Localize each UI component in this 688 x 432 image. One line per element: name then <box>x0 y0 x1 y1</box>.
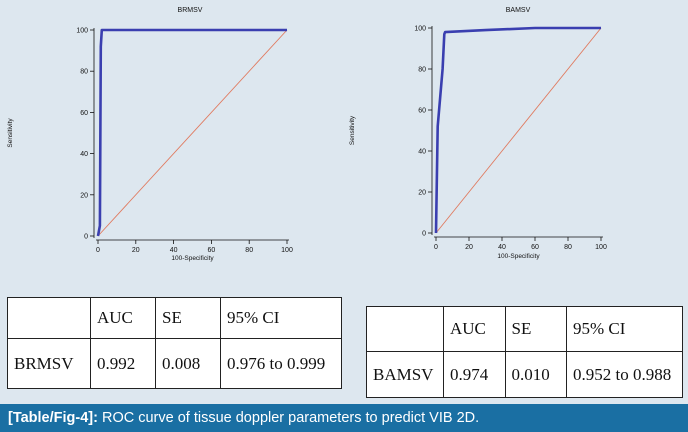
x-tick-label: 80 <box>564 244 572 251</box>
table-cell: BAMSV <box>366 351 444 398</box>
x-tick-label: 20 <box>465 244 473 251</box>
table-row: BRMSV 0.992 0.008 0.976 to 0.999 <box>7 338 342 389</box>
x-tick-label: 100 <box>281 247 293 254</box>
table-header-cell: SE <box>504 306 567 352</box>
chart-title: BRMSV <box>178 7 203 14</box>
reference-diagonal-line <box>97 29 288 237</box>
table-header-cell <box>7 297 91 339</box>
x-tick-label: 0 <box>434 244 438 251</box>
y-axis-label: Sensitivity <box>349 115 356 145</box>
table-header-row: AUC SE 95% CI <box>7 297 342 339</box>
x-axis-label: 100-Specificity <box>171 255 214 262</box>
table-cell: 0.010 <box>504 351 567 398</box>
y-tick-label: 80 <box>418 67 426 74</box>
auc-table-brmsv: AUC SE 95% CI BRMSV 0.992 0.008 0.976 to… <box>7 297 342 389</box>
y-tick-label: 40 <box>80 151 88 158</box>
x-tick-label: 100 <box>595 244 607 251</box>
y-tick-label: 60 <box>418 108 426 115</box>
roc-chart-bamsv: BAMSV 0 20 40 60 80 100 0 20 40 60 80 100 100-Specifi… <box>349 7 607 260</box>
caption-text: ROC curve of tissue doppler parameters t… <box>97 410 480 426</box>
y-tick-label: 0 <box>84 234 88 241</box>
y-tick-label: 20 <box>80 192 88 199</box>
table-cell: 0.974 <box>443 351 506 398</box>
table-row: BAMSV 0.974 0.010 0.952 to 0.988 <box>366 351 683 398</box>
table-cell: BRMSV <box>7 338 91 389</box>
caption-label: [Table/Fig-4]: <box>8 410 98 426</box>
table-header-cell <box>366 306 444 352</box>
y-tick-label: 100 <box>76 28 88 35</box>
y-axis-label: Sensitivity <box>7 118 14 148</box>
roc-curve-line <box>434 26 601 234</box>
x-axis-label: 100-Specificity <box>497 253 540 260</box>
table-header-cell: AUC <box>90 297 156 339</box>
table-header-row: AUC SE 95% CI <box>366 306 683 352</box>
y-tick-label: 0 <box>422 231 426 238</box>
auc-table-bamsv: AUC SE 95% CI BAMSV 0.974 0.010 0.952 to… <box>366 306 683 398</box>
y-tick-label: 40 <box>418 149 426 156</box>
roc-curve-line <box>96 28 287 237</box>
x-tick-label: 20 <box>132 247 140 254</box>
y-tick-label: 20 <box>418 190 426 197</box>
x-tick-label: 0 <box>96 247 100 254</box>
table-cell: 0.976 to 0.999 <box>220 338 342 389</box>
y-tick-label: 80 <box>80 69 88 76</box>
table-header-cell: SE <box>155 297 221 339</box>
chart-title: BAMSV <box>506 7 531 14</box>
y-tick-label: 60 <box>80 110 88 117</box>
table-header-cell: AUC <box>443 306 506 352</box>
reference-diagonal-line <box>435 27 602 234</box>
table-cell: 0.992 <box>90 338 156 389</box>
x-tick-label: 40 <box>170 247 178 254</box>
table-cell: 0.008 <box>155 338 221 389</box>
x-tick-label: 40 <box>498 244 506 251</box>
table-header-cell: 95% CI <box>566 306 683 352</box>
x-tick-label: 60 <box>208 247 216 254</box>
x-tick-label: 60 <box>531 244 539 251</box>
roc-chart-brmsv: BRMSV 0 20 40 60 80 100 0 20 40 60 80 100 100-Specifi… <box>7 7 293 262</box>
table-header-cell: 95% CI <box>220 297 342 339</box>
figure-caption: [Table/Fig-4]: ROC curve of tissue doppl… <box>0 404 688 432</box>
x-tick-label: 80 <box>245 247 253 254</box>
y-tick-label: 100 <box>414 26 426 33</box>
table-cell: 0.952 to 0.988 <box>566 351 683 398</box>
